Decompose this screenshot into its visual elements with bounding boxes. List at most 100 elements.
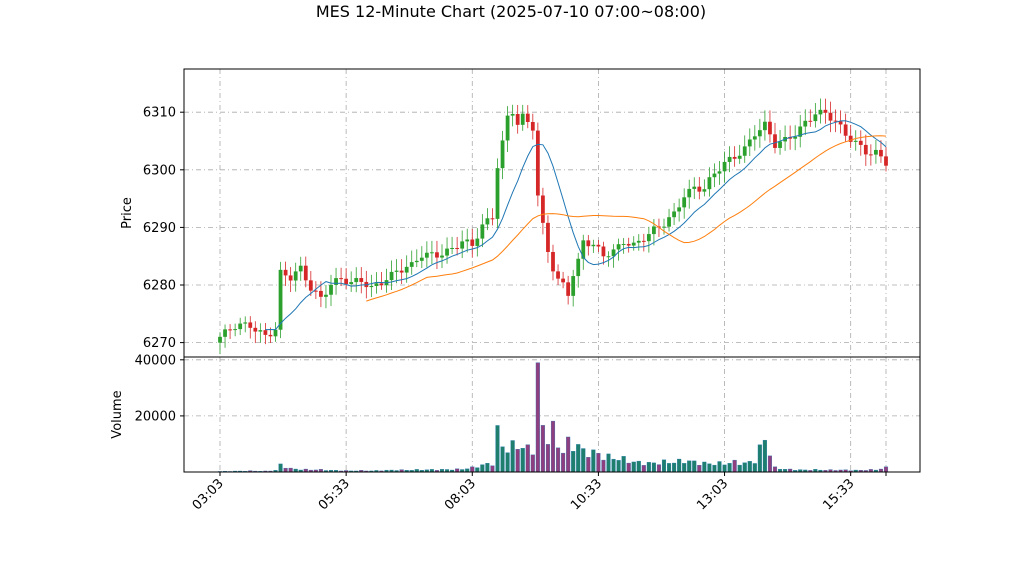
volume-bar xyxy=(515,449,520,473)
chart-title: MES 12-Minute Chart (2025-07-10 07:00~08… xyxy=(316,2,706,21)
candle-body xyxy=(288,275,293,281)
volume-bar xyxy=(732,459,737,473)
candle-body xyxy=(586,240,591,247)
candle-body xyxy=(868,154,873,156)
candle-body xyxy=(293,271,298,281)
price-tick-label: 6270 xyxy=(143,336,176,351)
x-axis: 03:03 05:33 08:03 10:33 13:03 15:33 xyxy=(190,472,887,513)
candle-body xyxy=(414,260,419,263)
candle-body xyxy=(874,149,878,155)
candle-body xyxy=(722,161,727,172)
candle-body xyxy=(662,226,666,228)
volume-bar xyxy=(672,462,677,473)
candle-body xyxy=(672,211,676,218)
candle-body xyxy=(283,269,288,276)
candle-body xyxy=(308,280,313,291)
candle-body xyxy=(419,257,424,261)
candle-body xyxy=(470,239,475,246)
candle-body xyxy=(828,112,833,121)
volume-tick-label: 40000 xyxy=(135,353,176,368)
candle-body xyxy=(430,252,434,254)
candle-body xyxy=(677,207,682,212)
volume-bar xyxy=(752,463,757,473)
candle-body xyxy=(566,282,571,296)
volume-bar xyxy=(772,466,778,473)
candle-body xyxy=(324,294,328,297)
candle-body xyxy=(369,286,374,288)
candle-body xyxy=(752,136,757,140)
candle-body xyxy=(803,120,808,127)
candle-body xyxy=(853,140,858,142)
candle-body xyxy=(697,186,702,192)
volume-bar xyxy=(500,446,505,473)
volume-bar xyxy=(712,464,717,473)
candle-body xyxy=(631,242,636,246)
price-tick-label: 6300 xyxy=(143,163,176,178)
candle-body xyxy=(813,114,818,122)
volume-bar xyxy=(661,459,667,473)
volume-panel-frame xyxy=(183,356,921,473)
volume-bar xyxy=(576,444,581,473)
candle-body xyxy=(500,140,505,169)
volume-bar xyxy=(722,464,727,473)
candle-body xyxy=(858,140,863,145)
volume-bar xyxy=(283,467,288,473)
candle-body xyxy=(546,222,550,252)
candle-body xyxy=(591,244,596,247)
candle-body xyxy=(359,278,364,282)
candle-body xyxy=(334,278,338,285)
candle-body xyxy=(692,186,697,189)
candle-body xyxy=(636,240,641,243)
volume-bar xyxy=(682,463,687,473)
volume-bar xyxy=(485,463,490,473)
candle-body xyxy=(717,171,722,174)
candle-body xyxy=(601,246,606,257)
x-tick-label: 05:33 xyxy=(316,476,353,513)
candle-body xyxy=(732,156,737,159)
candle-body xyxy=(768,121,772,135)
candle-body xyxy=(273,329,278,337)
volume-bar xyxy=(510,440,515,473)
candle-body xyxy=(596,244,601,247)
candle-body xyxy=(445,248,449,256)
candle-body xyxy=(313,290,318,292)
candle-body xyxy=(248,322,253,328)
volume-bar xyxy=(566,436,571,473)
volume-bar xyxy=(702,461,707,473)
candle-body xyxy=(793,136,798,139)
candle-body xyxy=(394,270,399,272)
volume-bar xyxy=(707,463,712,473)
candle-body xyxy=(460,241,465,249)
candle-body xyxy=(339,278,343,280)
candle-body xyxy=(712,173,717,178)
candle-body xyxy=(848,135,853,142)
candle-body xyxy=(707,177,712,190)
volume-bar xyxy=(651,462,656,473)
volume-bar xyxy=(540,425,545,473)
candle-body xyxy=(515,113,520,125)
candle-body xyxy=(263,330,268,335)
candle-body xyxy=(319,290,323,297)
candle-body xyxy=(641,240,646,242)
volume-axis-label: Volume xyxy=(110,390,125,438)
volume-bar xyxy=(545,444,550,473)
volume-bar xyxy=(767,455,772,473)
candle-body xyxy=(435,252,439,258)
volume-bar xyxy=(757,444,762,473)
volume-bar xyxy=(883,466,889,473)
candle-body xyxy=(646,234,651,242)
x-tick-label: 15:33 xyxy=(820,476,857,513)
candle-body xyxy=(737,155,742,159)
candle-body xyxy=(626,243,631,246)
candle-body xyxy=(727,156,732,162)
candle-body xyxy=(490,218,495,220)
candle-body xyxy=(773,134,777,148)
volume-bar xyxy=(616,460,621,473)
volume-bar xyxy=(591,449,596,473)
candle-body xyxy=(440,255,444,258)
candle-body xyxy=(525,113,530,122)
candle-body xyxy=(480,224,485,239)
candle-body xyxy=(818,109,823,115)
volume-bar xyxy=(288,467,293,473)
